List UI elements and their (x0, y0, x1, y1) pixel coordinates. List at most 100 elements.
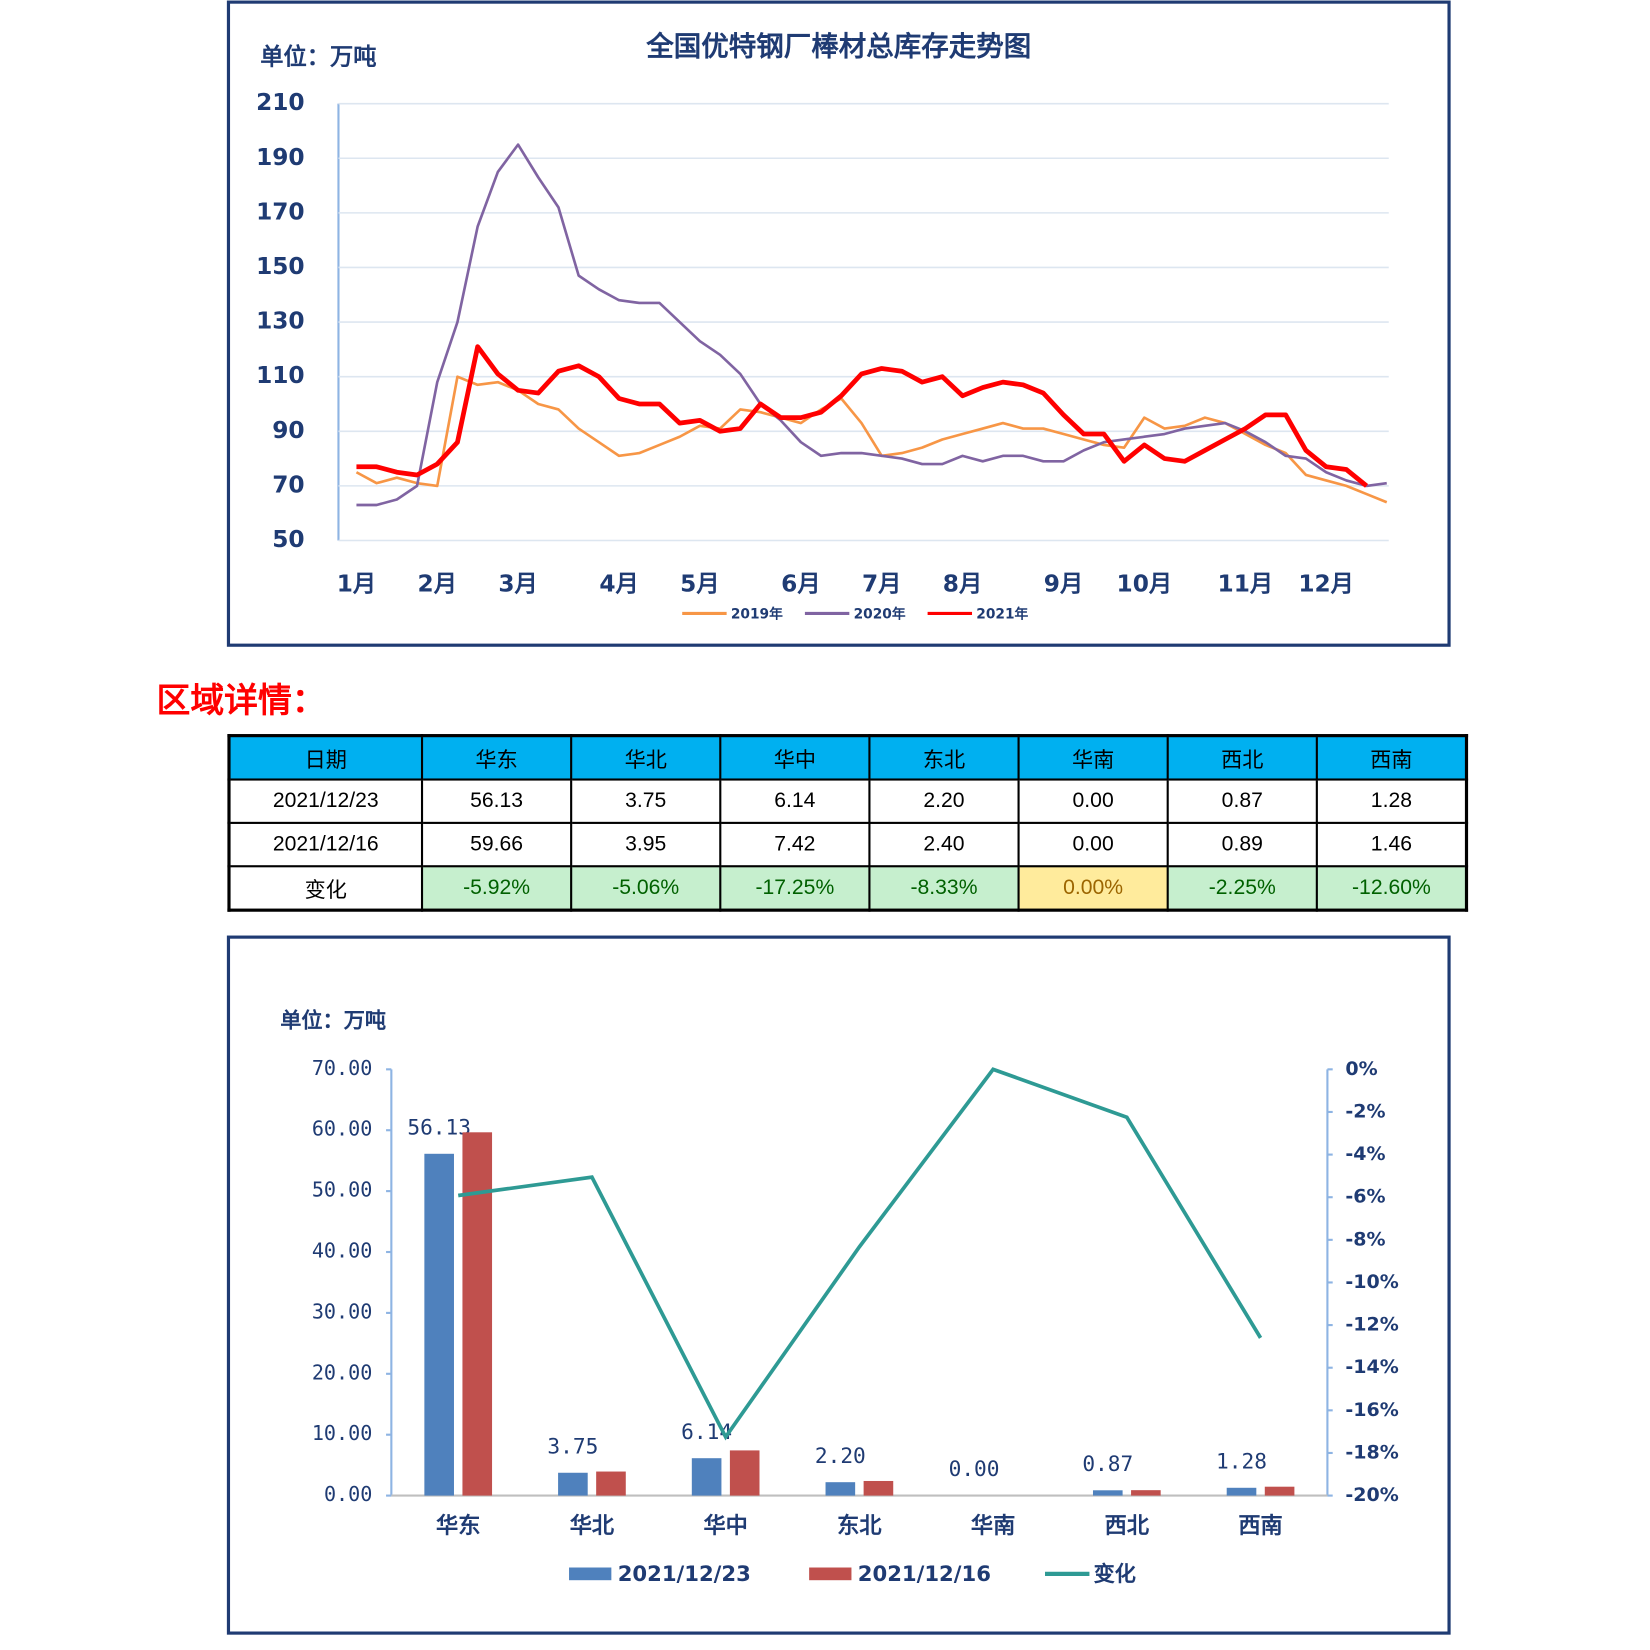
table-cell: 1.28 (1315, 778, 1468, 824)
table-cell: -2.25% (1166, 865, 1318, 912)
y2-tick-label: -10% (1345, 1271, 1398, 1293)
y2-tick-label: -18% (1345, 1441, 1398, 1463)
bar (1264, 1486, 1295, 1496)
table-cell: -12.60% (1315, 865, 1468, 912)
value-label: 3.75 (547, 1433, 598, 1458)
bar (424, 1153, 454, 1496)
line-series (356, 143, 1387, 507)
table-row: 2021/12/16 59.66 3.95 7.42 2.40 0.00 0.89 1.46 (227, 821, 1468, 868)
legend-swatch (809, 1567, 852, 1581)
table-cell: 6.14 (719, 778, 871, 824)
bar (825, 1482, 856, 1496)
y-tick-label: 210 (256, 89, 305, 116)
y-tick-label: 70.00 (312, 1056, 372, 1080)
table-cell: 59.66 (420, 821, 573, 868)
x-tick-label: 3月 (498, 570, 537, 597)
value-label: 2.20 (815, 1443, 866, 1468)
value-label: 56.13 (407, 1114, 471, 1139)
x-tick-label: 4月 (599, 570, 638, 597)
y-tick-label: 90 (272, 417, 304, 444)
y2-tick-label: -8% (1345, 1228, 1385, 1250)
y-tick-label: 0.00 (324, 1482, 372, 1506)
y-tick-label: 170 (256, 198, 305, 225)
table-cell: 0.00% (1017, 865, 1169, 912)
y2-tick-label: -4% (1345, 1143, 1385, 1165)
legend-label: 变化 (1094, 1561, 1136, 1586)
table-cell: 华东 (420, 734, 573, 781)
section-title: 区域详情： (157, 681, 326, 720)
x-tick-label: 8月 (943, 570, 982, 597)
bar (691, 1458, 722, 1496)
y-tick-label: 40.00 (312, 1239, 372, 1263)
y-tick-label: 150 (256, 253, 305, 280)
table-cell: 华北 (570, 734, 722, 781)
bar (462, 1132, 493, 1496)
legend-label: 2021/12/23 (618, 1561, 751, 1586)
table-cell: -5.92% (420, 865, 573, 912)
x-tick-label: 5月 (680, 570, 719, 597)
y2-tick-label: -14% (1345, 1356, 1398, 1378)
bar (596, 1471, 626, 1496)
table-cell: 2.40 (868, 821, 1020, 868)
line-series (457, 1067, 1263, 1441)
x-tick-label: 9月 (1044, 570, 1083, 597)
table-cell: 西南 (1315, 734, 1468, 781)
y-tick-label: 110 (256, 362, 305, 389)
table-cell: 华中 (719, 734, 871, 781)
x-tick-label: 华中 (703, 1512, 747, 1539)
legend-label: 2020年 (854, 606, 906, 623)
legend-label: 2019年 (731, 606, 783, 623)
table-cell: -8.33% (868, 865, 1020, 912)
value-label: 1.28 (1216, 1448, 1267, 1473)
x-tick-label: 10月 (1117, 570, 1173, 597)
bar (558, 1472, 588, 1496)
table-cell: 变化 (227, 865, 424, 912)
x-tick-label: 11月 (1218, 570, 1274, 597)
x-tick-label: 华东 (436, 1512, 480, 1539)
line-series (356, 344, 1369, 488)
bar (1131, 1490, 1161, 1496)
x-tick-label: 东北 (837, 1512, 882, 1539)
y-tick-label: 30.00 (312, 1299, 372, 1323)
x-tick-label: 1月 (337, 570, 376, 597)
y-tick-label: 50 (272, 526, 304, 553)
value-label: 0.87 (1082, 1451, 1133, 1476)
table-cell: 3.95 (570, 821, 722, 868)
legend-swatch (569, 1567, 612, 1581)
legend-label: 2021年 (976, 606, 1028, 623)
y-tick-label: 60.00 (312, 1117, 372, 1141)
x-tick-label: 西北 (1105, 1513, 1150, 1539)
x-tick-label: 12月 (1298, 570, 1354, 597)
bar (1226, 1487, 1257, 1496)
chart-frame (226, 0, 1451, 647)
x-tick-label: 7月 (862, 570, 901, 597)
table-cell: 0.00 (1017, 821, 1169, 868)
y2-tick-label: -2% (1345, 1100, 1385, 1122)
value-label: 0.00 (949, 1456, 1000, 1481)
table-cell: 0.00 (1017, 778, 1169, 824)
y-tick-label: 10.00 (312, 1421, 372, 1445)
y-tick-label: 190 (256, 144, 305, 171)
line-series (355, 375, 1388, 504)
table-cell: 日期 (227, 734, 424, 781)
table-cell: 7.42 (719, 821, 871, 868)
y2-tick-label: -20% (1345, 1484, 1398, 1506)
y2-tick-label: -12% (1345, 1314, 1398, 1336)
unit-label: 单位：万吨 (280, 1008, 386, 1033)
bar (1092, 1490, 1123, 1496)
table-cell: -5.06% (570, 865, 722, 912)
table-cell: 0.89 (1166, 821, 1318, 868)
bar (729, 1450, 760, 1496)
y-tick-label: 130 (256, 308, 305, 335)
x-tick-label: 华北 (570, 1512, 615, 1539)
y-tick-label: 20.00 (312, 1360, 372, 1384)
legend-label: 2021/12/16 (858, 1561, 991, 1586)
table-cell: -17.25% (719, 865, 871, 912)
table-cell: 56.13 (420, 778, 573, 824)
chart-frame (226, 935, 1451, 1635)
table-cell: 3.75 (570, 778, 722, 824)
y2-tick-label: 0% (1345, 1058, 1377, 1080)
table-cell: 2.20 (868, 778, 1020, 824)
